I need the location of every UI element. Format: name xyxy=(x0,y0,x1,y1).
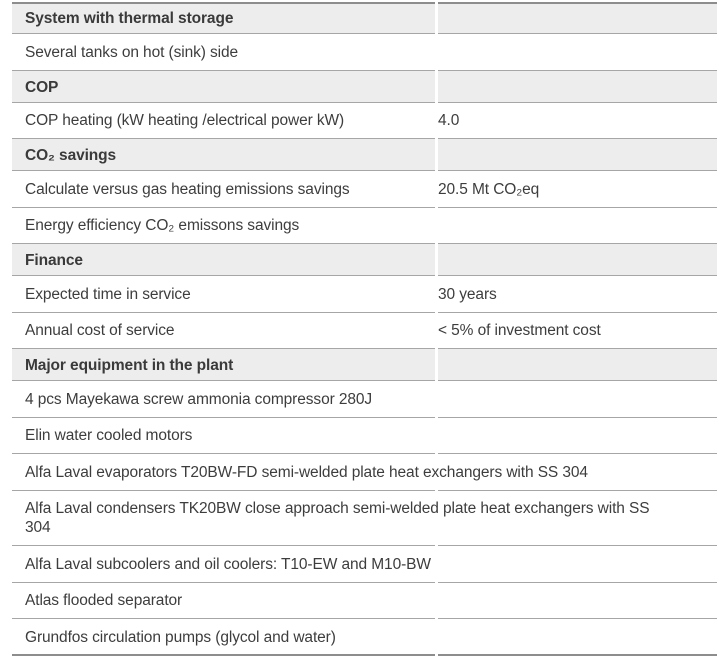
row-label: Alfa Laval evaporators T20BW-FD semi-wel… xyxy=(25,464,588,481)
row-content: Alfa Laval evaporators T20BW-FD semi-wel… xyxy=(12,454,717,491)
row-label: Several tanks on hot (sink) side xyxy=(25,44,238,61)
table-row: Calculate versus gas heating emissions s… xyxy=(12,171,717,208)
row-content: System with thermal storage xyxy=(12,2,717,34)
row-content: Finance xyxy=(12,244,717,276)
row-label: COP heating (kW heating /electrical powe… xyxy=(25,112,344,129)
table-row: Alfa Laval condensers TK20BW close appro… xyxy=(12,491,717,547)
row-label: Alfa Laval subcoolers and oil coolers: T… xyxy=(25,556,431,573)
row-content: Energy efficiency CO₂ emissons savings xyxy=(12,208,717,245)
row-content: 4 pcs Mayekawa screw ammonia compressor … xyxy=(12,381,717,418)
row-content: CO₂ savings xyxy=(12,139,717,171)
table-row: Alfa Laval subcoolers and oil coolers: T… xyxy=(12,546,717,583)
section-header-label: Major equipment in the plant xyxy=(25,357,233,374)
row-content: Alfa Laval subcoolers and oil coolers: T… xyxy=(12,546,717,583)
table-row: Several tanks on hot (sink) side xyxy=(12,34,717,71)
row-label: Elin water cooled motors xyxy=(25,427,192,444)
row-content: COP xyxy=(12,71,717,103)
row-value: 20.5 Mt CO₂eq xyxy=(438,180,539,199)
section-header-label: CO₂ savings xyxy=(25,147,116,164)
row-label: Annual cost of service xyxy=(25,322,174,339)
row-value: 4.0 xyxy=(438,111,459,130)
section-header-label: Finance xyxy=(25,252,83,269)
section-header-label: COP xyxy=(25,79,58,96)
table-row: COP heating (kW heating /electrical powe… xyxy=(12,103,717,140)
row-content: Annual cost of service < 5% of investmen… xyxy=(12,313,717,350)
table-row: Atlas flooded separator xyxy=(12,583,717,620)
table-row: 4 pcs Mayekawa screw ammonia compressor … xyxy=(12,381,717,418)
table-row: Energy efficiency CO₂ emissons savings xyxy=(12,208,717,245)
row-label: Energy efficiency CO₂ emissons savings xyxy=(25,217,299,234)
row-label: Alfa Laval condensers TK20BW close appro… xyxy=(25,499,667,537)
section-header-row: Major equipment in the plant xyxy=(12,349,717,381)
spec-table: System with thermal storage Several tank… xyxy=(12,2,717,656)
section-header-row: COP xyxy=(12,71,717,103)
table-row: Elin water cooled motors xyxy=(12,418,717,455)
row-content: Major equipment in the plant xyxy=(12,349,717,381)
row-value: < 5% of investment cost xyxy=(438,321,601,340)
section-header-row: CO₂ savings xyxy=(12,139,717,171)
row-content: Alfa Laval condensers TK20BW close appro… xyxy=(12,491,717,547)
row-content: Calculate versus gas heating emissions s… xyxy=(12,171,717,208)
row-value: 30 years xyxy=(438,285,497,304)
section-header-row: Finance xyxy=(12,244,717,276)
table-row: Alfa Laval evaporators T20BW-FD semi-wel… xyxy=(12,454,717,491)
table-row: Grundfos circulation pumps (glycol and w… xyxy=(12,619,717,656)
row-content: Elin water cooled motors xyxy=(12,418,717,455)
table-row: Annual cost of service < 5% of investmen… xyxy=(12,313,717,350)
table-row: Expected time in service 30 years xyxy=(12,276,717,313)
row-label: Expected time in service xyxy=(25,286,191,303)
row-label: Atlas flooded separator xyxy=(25,592,182,609)
section-header-label: System with thermal storage xyxy=(25,10,233,27)
row-content: Grundfos circulation pumps (glycol and w… xyxy=(12,619,717,656)
row-label: 4 pcs Mayekawa screw ammonia compressor … xyxy=(25,391,372,408)
row-label: Calculate versus gas heating emissions s… xyxy=(25,181,350,198)
row-content: Several tanks on hot (sink) side xyxy=(12,34,717,71)
section-header-row: System with thermal storage xyxy=(12,2,717,34)
row-label: Grundfos circulation pumps (glycol and w… xyxy=(25,629,336,646)
row-content: COP heating (kW heating /electrical powe… xyxy=(12,103,717,140)
row-content: Atlas flooded separator xyxy=(12,583,717,620)
row-content: Expected time in service 30 years xyxy=(12,276,717,313)
